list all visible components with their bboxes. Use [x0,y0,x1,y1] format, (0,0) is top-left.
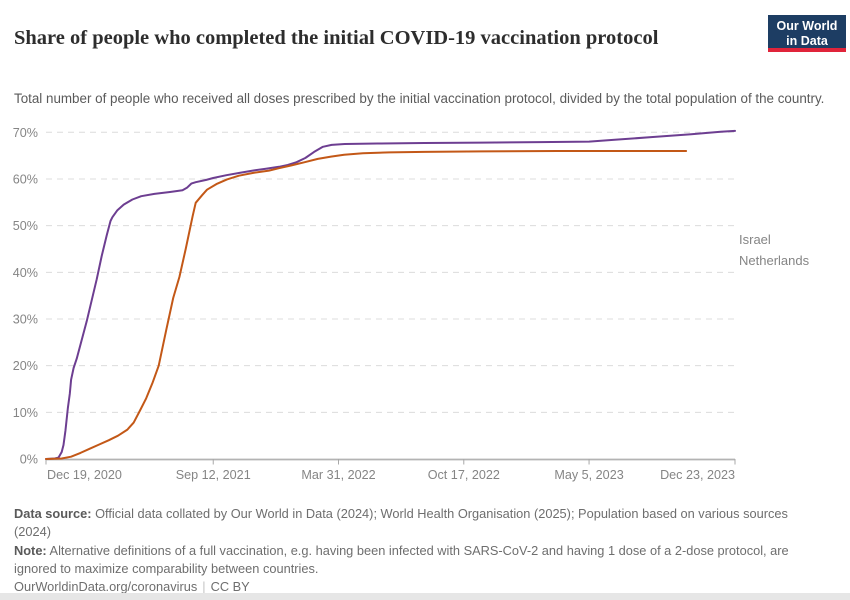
x-axis-tick-label: Sep 12, 2021 [176,468,251,482]
owid-logo-line2: in Data [786,34,828,48]
y-axis-tick-label: 40% [13,266,38,280]
note-label: Note: [14,542,47,558]
data-source-label: Data source: [14,505,92,521]
y-axis-tick-label: 30% [13,312,38,326]
page-title: Share of people who completed the initia… [14,26,659,49]
license-label: CC BY [210,578,250,594]
x-axis-tick-label: Oct 17, 2022 [428,468,500,482]
x-axis-tick-label: May 5, 2023 [554,468,623,482]
citation-line: OurWorldinData.org/coronavirus | CC BY [14,578,824,597]
y-axis-labels: 0% 10% 20% 30% 40% 50% 60% 70% [13,126,38,467]
legend-label-israel: Israel [739,232,771,247]
chart-subtitle: Total number of people who received all … [14,91,825,107]
series-line-israel [45,129,736,460]
y-axis-tick-label: 10% [13,406,38,420]
line-chart: 0% 10% 20% 30% 40% 50% 60% 70% Dec 19, 2020 Sep … [13,126,810,482]
x-axis-labels: Dec 19, 2020 Sep 12, 2021 Mar 31, 2022 Oct … [47,468,735,482]
y-axis-tick-label: 50% [13,219,38,233]
data-source-text: Official data collated by Our World in D… [14,505,788,540]
owid-logo-line1: Our World [776,19,838,33]
x-axis-tick-label: Dec 19, 2020 [47,468,122,482]
y-axis-tick-label: 0% [20,453,38,467]
x-axis-tick-label: Dec 23, 2023 [660,468,735,482]
note-line: Note: Alternative definitions of a full … [14,542,824,579]
note-text: Alternative definitions of a full vaccin… [14,542,789,577]
y-axis-tick-label: 70% [13,126,38,140]
y-axis-tick-label: 60% [13,172,38,186]
y-axis-tick-label: 20% [13,359,38,373]
data-source-line: Data source: Official data collated by O… [14,505,824,542]
legend-label-netherlands: Netherlands [739,253,810,268]
owid-logo: Our World in Data [768,15,846,52]
series-line-netherlands [45,150,688,460]
x-axis-ticks [45,459,736,465]
bottom-gray-bar [0,593,850,600]
citation-separator: | [202,578,206,594]
gridlines [46,131,735,413]
owid-url-link[interactable]: OurWorldinData.org/coronavirus [14,578,198,594]
x-axis-tick-label: Mar 31, 2022 [301,468,375,482]
